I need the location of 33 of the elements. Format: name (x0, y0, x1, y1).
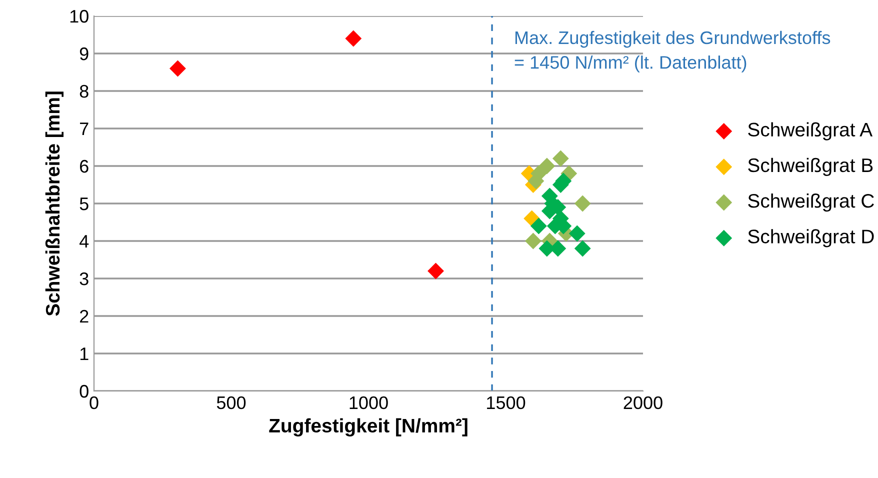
point (530, 218, 547, 234)
y-tick-label: 9 (80, 47, 88, 60)
point (574, 240, 591, 257)
y-tick-label: 8 (80, 84, 88, 98)
y-tick-label: 10 (70, 10, 88, 23)
legend-label: Schweißgrat D (748, 229, 874, 248)
x-axis-title: Zugfestigkeit [N/mm²] (269, 418, 468, 436)
x-tick-label: 1500 (487, 396, 526, 410)
y-tick-label: 0 (80, 384, 88, 398)
y-tick-label: 2 (80, 310, 88, 323)
legend-label: Schweißgrat A (748, 122, 873, 140)
legend-label: Schweißgrat C (748, 194, 874, 212)
point (524, 232, 542, 250)
x-tick-label: 1000 (350, 396, 388, 410)
point (538, 158, 556, 174)
point (428, 262, 444, 280)
y-tick-label: 4 (80, 235, 89, 248)
y-tick-label: 6 (80, 160, 88, 173)
point (574, 195, 591, 212)
y-tick-label: 3 (80, 272, 88, 286)
point (568, 225, 586, 242)
x-tick-label: 500 (216, 396, 246, 410)
ref-line-label: Max. Zugfestigkeit des Grundwerkstoffs = 1450 N/mm² (lt. Datenblatt) (514, 30, 830, 72)
point (345, 30, 362, 47)
point (552, 150, 569, 167)
y-tick-label: 7 (80, 122, 88, 136)
y-tick-label: 5 (80, 198, 88, 210)
x-tick-label: 2000 (624, 396, 662, 410)
legend-label: Schweißgrat B (748, 158, 873, 176)
point (170, 60, 186, 77)
x-tick-label: 0 (90, 396, 98, 410)
y-axis-title: Schweißnahtbreite [mm] (45, 92, 64, 316)
y-tick-label: 1 (80, 348, 88, 360)
